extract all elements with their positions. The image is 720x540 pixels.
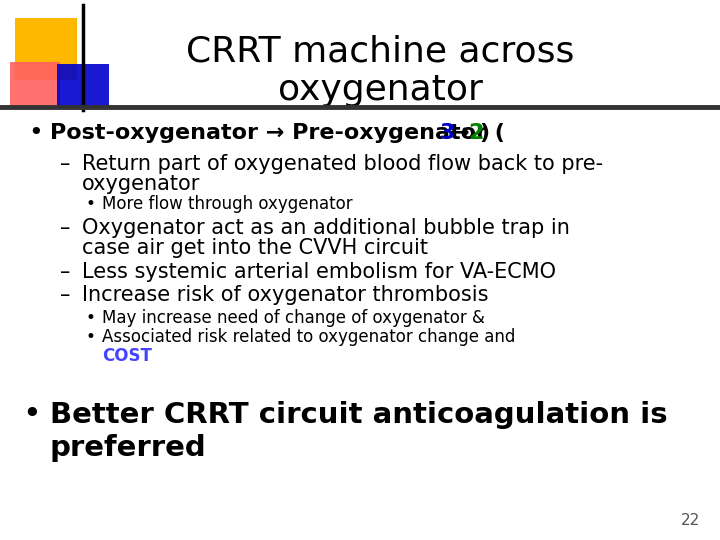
Text: Associated risk related to oxygenator change and: Associated risk related to oxygenator ch… (102, 328, 516, 346)
Bar (10, 62, 60, 107)
Text: →: → (451, 123, 469, 143)
Text: •: • (85, 328, 95, 346)
Text: Better CRRT circuit anticoagulation is: Better CRRT circuit anticoagulation is (50, 401, 667, 429)
Text: preferred: preferred (50, 434, 207, 462)
Text: case air get into the CVVH circuit: case air get into the CVVH circuit (82, 238, 428, 258)
Text: Return part of oxygenated blood flow back to pre-: Return part of oxygenated blood flow bac… (82, 154, 603, 174)
Text: COST: COST (102, 347, 152, 365)
Bar (15, 18, 77, 80)
Text: –: – (60, 285, 71, 305)
Text: 3: 3 (440, 123, 455, 143)
Text: –: – (60, 262, 71, 282)
Text: Oxygenator act as an additional bubble trap in: Oxygenator act as an additional bubble t… (82, 218, 570, 238)
Text: •: • (22, 400, 41, 430)
Text: –: – (60, 154, 71, 174)
Text: oxygenator: oxygenator (278, 73, 482, 107)
Text: 2: 2 (468, 123, 483, 143)
Bar (57, 64, 109, 108)
Text: ): ) (479, 123, 489, 143)
Text: May increase need of change of oxygenator &: May increase need of change of oxygenato… (102, 309, 485, 327)
Text: CRRT machine across: CRRT machine across (186, 35, 574, 69)
Text: •: • (28, 121, 42, 145)
Text: •: • (85, 309, 95, 327)
Text: Post-oxygenator → Pre-oxygenator (: Post-oxygenator → Pre-oxygenator ( (50, 123, 505, 143)
Text: oxygenator: oxygenator (82, 174, 200, 194)
Text: More flow through oxygenator: More flow through oxygenator (102, 195, 353, 213)
Text: •: • (85, 195, 95, 213)
Text: 22: 22 (680, 513, 700, 528)
Text: –: – (60, 218, 71, 238)
Text: Less systemic arterial embolism for VA-ECMO: Less systemic arterial embolism for VA-E… (82, 262, 556, 282)
Text: Increase risk of oxygenator thrombosis: Increase risk of oxygenator thrombosis (82, 285, 488, 305)
